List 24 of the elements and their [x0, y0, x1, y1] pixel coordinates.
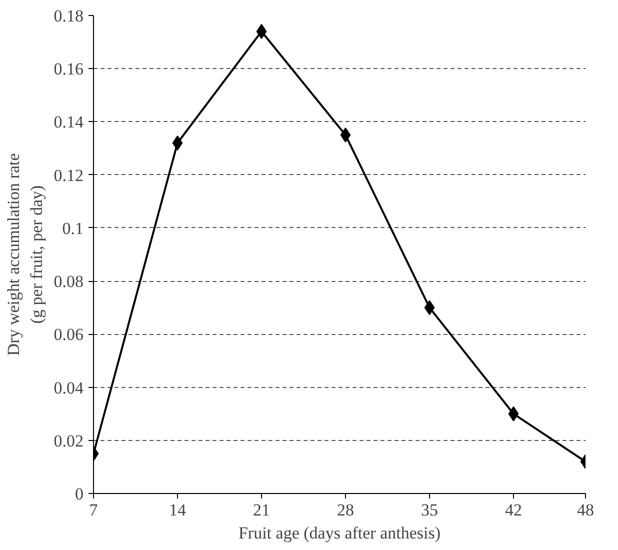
x-tick-label: 42	[505, 500, 522, 520]
x-tick-label: 35	[421, 500, 438, 520]
y-tick-label: 0.08	[54, 272, 84, 292]
point	[508, 406, 519, 422]
y-tick-label: 0.14	[54, 112, 84, 132]
point	[256, 24, 267, 39]
y-tick-label: 0	[75, 484, 84, 504]
y-tick-label: 0.16	[54, 60, 84, 79]
y-tick-label: 0.02	[54, 431, 84, 450]
x-tick-label: 7	[89, 500, 98, 520]
x-axis-title: Fruit age (days after anthesis)	[238, 524, 441, 542]
x-tick-label: 14	[169, 500, 186, 520]
x-tick-label: 48	[577, 500, 594, 520]
point	[340, 128, 351, 142]
y-tick-label: 0.1	[62, 218, 84, 238]
y-tick-label: 0.12	[54, 166, 84, 185]
y-tick-label: 0.18	[54, 6, 84, 26]
point	[424, 300, 435, 316]
point	[172, 135, 183, 150]
y-tick-label: 0.04	[54, 378, 84, 398]
x-tick-label: 21	[253, 500, 270, 520]
y-axis-title: Dry weight accumulation rate (g per fruit, per day)	[4, 153, 46, 356]
x-tick-label: 28	[337, 500, 354, 520]
y-tick-label: 0.06	[54, 325, 84, 344]
